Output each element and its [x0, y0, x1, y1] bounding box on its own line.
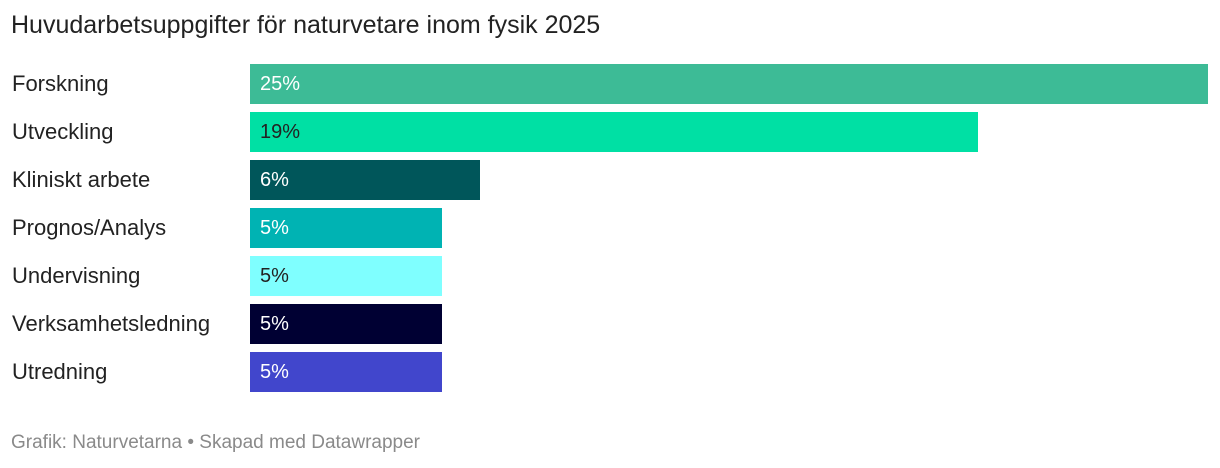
value-label: 5% — [260, 313, 289, 335]
bar — [250, 112, 979, 152]
bar — [250, 208, 442, 248]
value-label: 6% — [260, 169, 289, 191]
category-label: Undervisning — [12, 263, 141, 288]
category-label: Utredning — [12, 359, 108, 384]
bar — [250, 256, 442, 296]
bar — [250, 352, 442, 392]
value-label: 19% — [260, 121, 301, 143]
value-label: 5% — [260, 217, 289, 239]
chart-footer: Grafik: Naturvetarna • Skapad med Datawr… — [11, 432, 421, 453]
category-label: Kliniskt arbete — [12, 167, 151, 192]
category-label: Verksamhetsledning — [12, 311, 211, 336]
bar — [250, 304, 442, 344]
category-label: Utveckling — [12, 119, 114, 144]
category-label: Prognos/Analys — [12, 215, 167, 240]
bar — [250, 160, 480, 200]
bar — [250, 64, 1208, 104]
category-label: Forskning — [12, 71, 109, 96]
chart-title: Huvudarbetsuppgifter för naturvetare ino… — [11, 11, 601, 39]
value-label: 25% — [260, 73, 301, 95]
value-label: 5% — [260, 361, 289, 383]
bar-chart: Forskning 25% Utveckling 19% Kliniskt arbete… — [0, 64, 1220, 394]
value-label: 5% — [260, 265, 289, 287]
